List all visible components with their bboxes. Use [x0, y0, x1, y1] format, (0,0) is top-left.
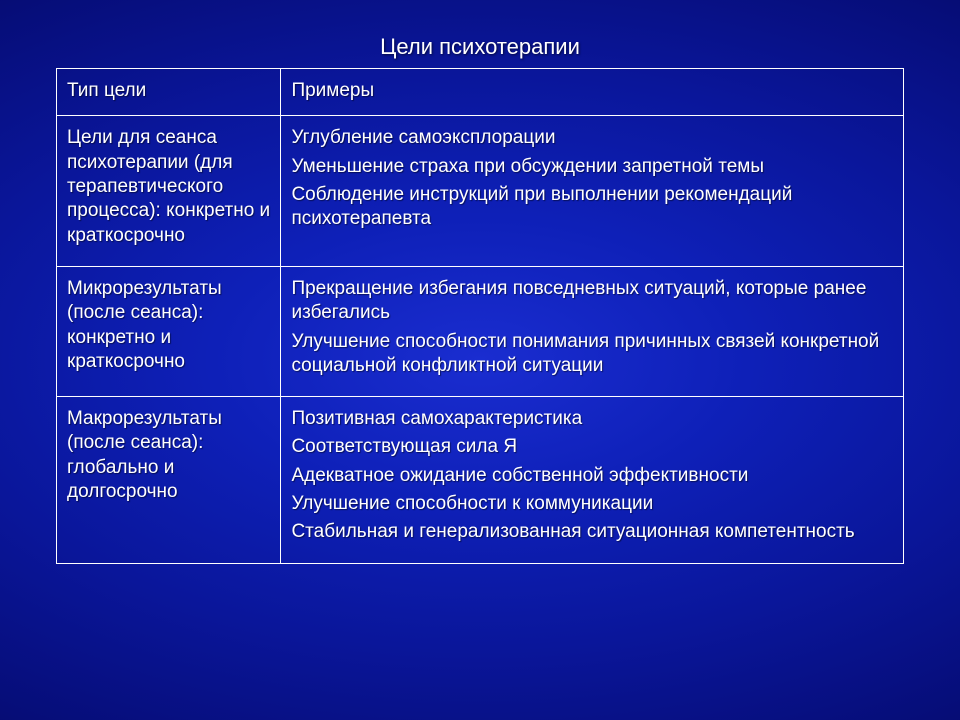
example-item: Прекращение избегания повседневных ситуа…: [291, 277, 893, 326]
examples-cell: Прекращение избегания повседневных ситуа…: [281, 266, 904, 396]
examples-cell: Позитивная самохарактеристика Соответств…: [281, 397, 904, 564]
table-row: Микрорезультаты (после сеанса): конкретн…: [57, 266, 904, 396]
goal-type-cell: Микрорезультаты (после сеанса): конкретн…: [57, 266, 281, 396]
goal-type-cell: Макрорезультаты (после сеанса): глобальн…: [57, 397, 281, 564]
example-item: Позитивная самохарактеристика: [291, 407, 893, 431]
slide: Цели психотерапии Тип цели Примеры Цели …: [0, 0, 960, 720]
example-item: Адекватное ожидание собственной эффектив…: [291, 464, 893, 488]
example-item: Улучшение способности к коммуникации: [291, 492, 893, 516]
examples-cell: Углубление самоэксплорации Уменьшение ст…: [281, 116, 904, 267]
table-header-row: Тип цели Примеры: [57, 69, 904, 116]
slide-title: Цели психотерапии: [56, 34, 904, 60]
goal-type-cell: Цели для сеанса психотерапии (для терапе…: [57, 116, 281, 267]
example-item: Улучшение способности понимания причинны…: [291, 330, 893, 379]
example-item: Стабильная и генерализованная ситуационн…: [291, 520, 893, 544]
table-row: Цели для сеанса психотерапии (для терапе…: [57, 116, 904, 267]
example-item: Углубление самоэксплорации: [291, 126, 893, 150]
goals-table: Тип цели Примеры Цели для сеанса психоте…: [56, 68, 904, 564]
header-col2: Примеры: [281, 69, 904, 116]
header-col1: Тип цели: [57, 69, 281, 116]
example-item: Уменьшение страха при обсуждении запретн…: [291, 155, 893, 179]
table-row: Макрорезультаты (после сеанса): глобальн…: [57, 397, 904, 564]
example-item: Соблюдение инструкций при выполнении рек…: [291, 183, 893, 232]
example-item: Соответствующая сила Я: [291, 435, 893, 459]
